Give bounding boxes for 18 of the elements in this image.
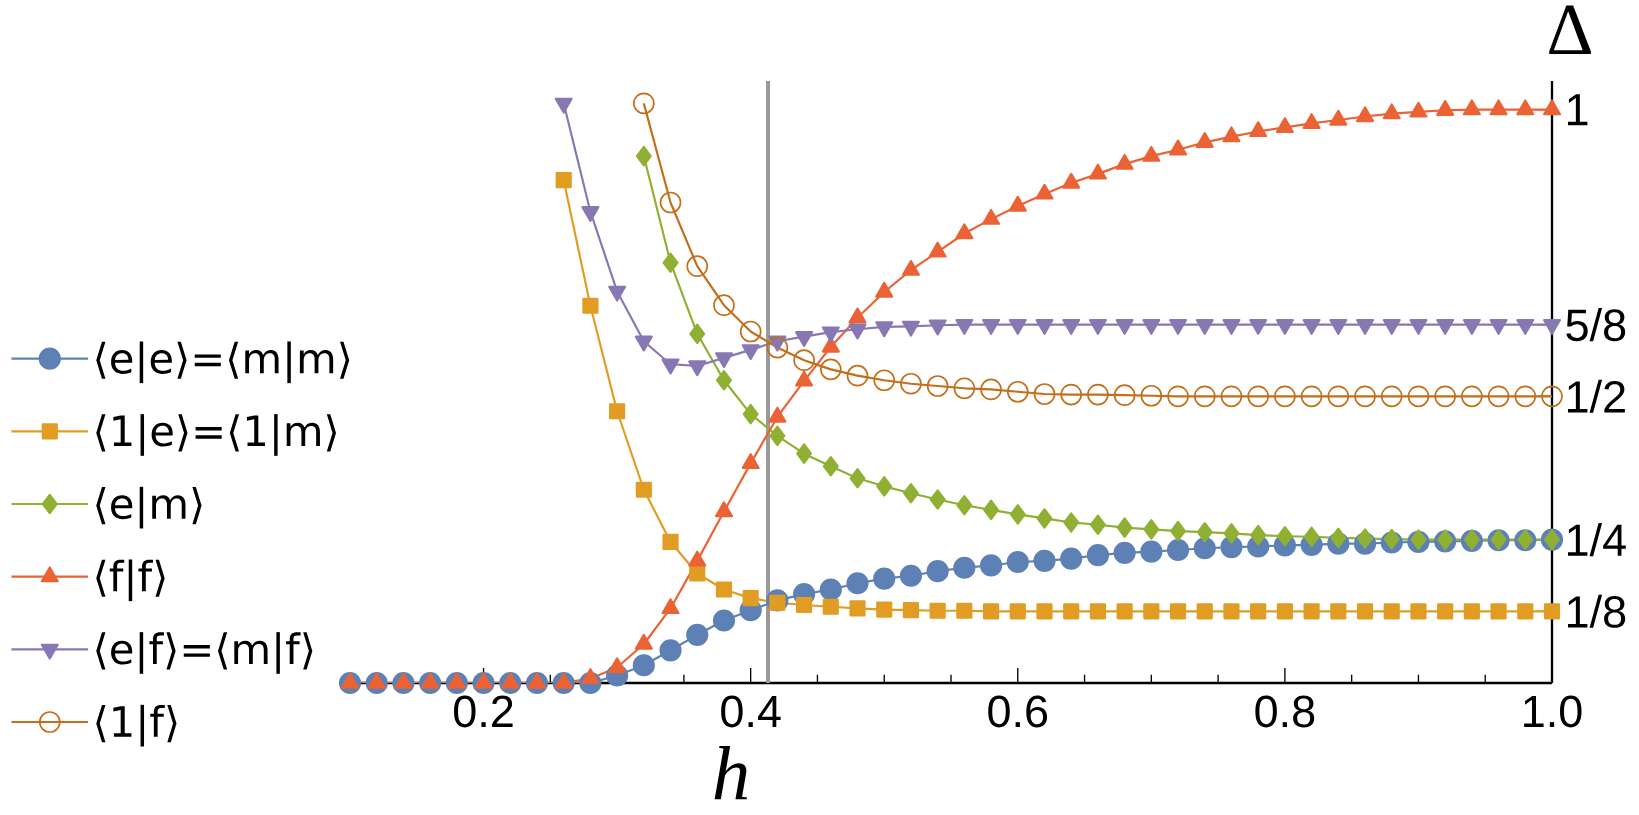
x-tick-label: 0.6: [988, 695, 1048, 728]
y-tick-label: 1/2: [1567, 379, 1625, 413]
y-tick-label: 1/4: [1567, 523, 1626, 557]
x-tick-label: 0.2: [454, 695, 513, 728]
x-axis-title: h: [714, 746, 748, 800]
y-axis-title: Δ: [1549, 5, 1591, 55]
legend-label: ⟨e|f⟩=⟨m|f⟩: [96, 632, 313, 674]
y-tick-label: 5/8: [1566, 308, 1626, 342]
legend-label: ⟨f|f⟩: [96, 559, 165, 602]
y-tick-label: 1: [1567, 94, 1588, 126]
legend-label: ⟨e|e⟩=⟨m|m⟩: [96, 341, 350, 384]
legend-label: ⟨e|m⟩: [96, 486, 202, 529]
x-tick-label: 0.4: [721, 695, 781, 728]
legend-label: ⟨1|e⟩=⟨1|m⟩: [96, 414, 336, 456]
x-tick-label: 0.8: [1255, 695, 1315, 728]
x-tick-label: 1.0: [1524, 695, 1582, 728]
y-tick-label: 1/8: [1567, 594, 1626, 628]
legend-label: ⟨1|f⟩: [96, 704, 177, 747]
